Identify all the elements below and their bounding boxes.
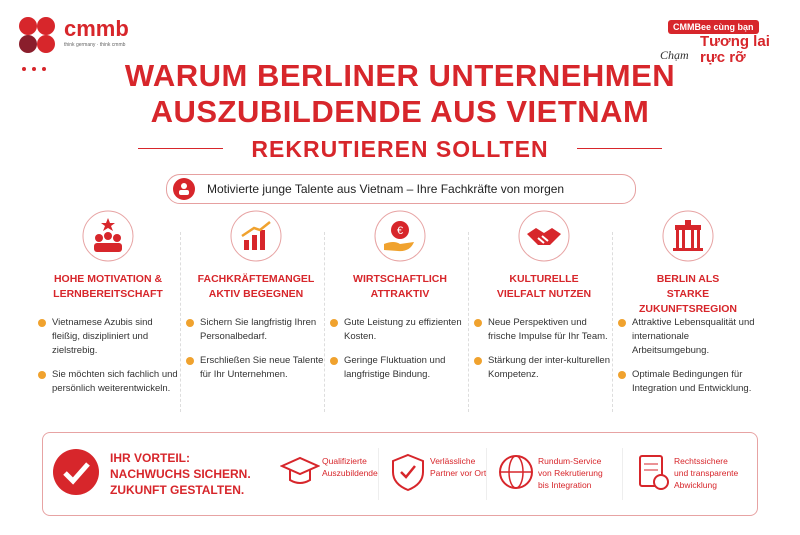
bullet: Neue Perspektiven und frische Impulse fü… [474, 316, 614, 344]
separator [486, 448, 487, 500]
subtitle: REKRUTIEREN SOLLTEN [251, 136, 549, 162]
column-title: WIRTSCHAFTLICH ATTRAKTIV [330, 272, 470, 306]
column-title: FACHKRÄFTEMANGEL AKTIV BEGEGNEN [186, 272, 326, 306]
feature-line: Auszubildende [322, 468, 378, 478]
bullet: Vietnamese Azubis sind fleißig, diszipli… [38, 316, 178, 358]
logo-mark [19, 17, 55, 71]
separator [468, 232, 469, 412]
column-icon [662, 210, 714, 262]
column-title-line: VIELFALT NUTZEN [496, 288, 592, 300]
headline-line: NACHWUCHS SICHERN. [110, 467, 251, 481]
check-icon [53, 449, 99, 495]
bullet: Optimale Bedingungen für Integration und… [618, 368, 758, 396]
bullet: Attraktive Lebensqualität und internatio… [618, 316, 758, 358]
column-title-line: WIRTSCHAFTLICH [353, 273, 447, 285]
feature-text: Rechtssichere und transparente Abwicklung [674, 455, 738, 491]
feature-text: Qualifizierte Auszubildende [322, 455, 378, 479]
rule [577, 148, 662, 149]
bullet: Geringe Fluktuation und langfristige Bin… [330, 354, 470, 382]
badge-top: CMMBee cùng bạn [668, 20, 759, 34]
title-line: AUSZUBILDENDE AUS VIETNAM [150, 94, 650, 129]
bullet: Gute Leistung zu effizienten Kosten. [330, 316, 470, 344]
column: KULTURELLE VIELFALT NUTZEN Neue Perspektiv… [474, 210, 614, 382]
feature-line: Rundum-Service [538, 456, 602, 466]
feature-icon [639, 455, 669, 490]
column-icon [230, 210, 282, 262]
feature-line: Rechtssichere [674, 456, 728, 466]
badge-line: rực rỡ [700, 49, 746, 66]
column-title: HOHE MOTIVATION & LERNBEREITSCHAFT [38, 272, 178, 306]
feature-icon [392, 453, 424, 492]
separator [180, 232, 181, 412]
bullet: Erschließen Sie neue Talente für Ihr Unt… [186, 354, 326, 382]
feature-line: und transparente [674, 468, 739, 478]
feature-line: bis Integration [538, 480, 592, 490]
column-icon [82, 210, 134, 262]
column: HOHE MOTIVATION & LERNBEREITSCHAFT Vietnam… [38, 210, 178, 396]
badge-line: Tương lai [700, 33, 770, 50]
column-title-line: LERNBEREITSCHAFT [53, 288, 163, 300]
bullet: Stärkung der inter-kulturellen Kompetenz… [474, 354, 614, 382]
headline-line: ZUKUNFT GESTALTEN. [110, 483, 245, 497]
badge-main: Tương lai rực rỡ [700, 34, 770, 66]
svg-text:€: € [397, 225, 403, 237]
column-title-line: STARKE ZUKUNFTSREGION [639, 288, 737, 315]
column-title-line: FACHKRÄFTEMANGEL [197, 273, 315, 285]
tagline-text: Motivierte junge Talente aus Vietnam – I… [207, 182, 565, 196]
feature-icon [280, 456, 320, 484]
bullet: Sichern Sie langfristig Ihren Personalbe… [186, 316, 326, 344]
feature-line: Qualifizierte [322, 456, 367, 466]
column-title: KULTURELLE VIELFALT NUTZEN [474, 272, 614, 306]
column-title-line: KULTURELLE [509, 273, 579, 285]
column-title-line: BERLIN ALS [656, 273, 720, 285]
feature-line: Partner vor Ort [430, 468, 487, 478]
column: FACHKRÄFTEMANGEL AKTIV BEGEGNEN Sichern Si… [186, 210, 326, 382]
column-title-line: HOHE MOTIVATION & [53, 273, 163, 285]
rule [138, 148, 223, 149]
column-icon [518, 210, 570, 262]
column: € WIRTSCHAFTLICH ATTRAKTIV Gute Leistung zu… [330, 210, 470, 382]
feature-line: von Rekrutierung [538, 468, 603, 478]
feature-text: Rundum-Service von Rekrutierung bis Integr… [538, 455, 603, 491]
headline-line: IHR VORTEIL: [110, 451, 190, 465]
column-icon: € [374, 210, 426, 262]
column-title-line: ATTRAKTIV [370, 288, 430, 300]
footer-headline: IHR VORTEIL: NACHWUCHS SICHERN. ZUKUNFT … [110, 450, 251, 498]
logo-tagline: think germany · think cmmb [64, 42, 126, 48]
column: BERLIN ALS STARKE ZUKUNFTSREGION Attraktiv… [618, 210, 758, 396]
column-title: BERLIN ALS STARKE ZUKUNFTSREGION [618, 272, 758, 315]
title-line: WARUM BERLINER UNTERNEHMEN [124, 58, 676, 93]
separator [324, 232, 325, 412]
badge-script: Chạm [660, 48, 689, 62]
footer-box [42, 432, 758, 516]
tagline-icon [173, 178, 195, 200]
tagline-pill: Motivierte junge Talente aus Vietnam – I… [166, 174, 636, 204]
separator [612, 232, 613, 412]
separator [622, 448, 623, 500]
feature-icon [499, 455, 533, 489]
feature-text: Verlässliche Partner vor Ort [430, 455, 486, 479]
feature-line: Abwicklung [674, 480, 717, 490]
column-title-line: AKTIV BEGEGNEN [208, 288, 304, 300]
feature-line: Verlässliche [430, 456, 476, 466]
separator [378, 448, 379, 500]
logo-text: cmmb [64, 16, 129, 41]
bullet: Sie möchten sich fachlich und persönlich… [38, 368, 178, 396]
